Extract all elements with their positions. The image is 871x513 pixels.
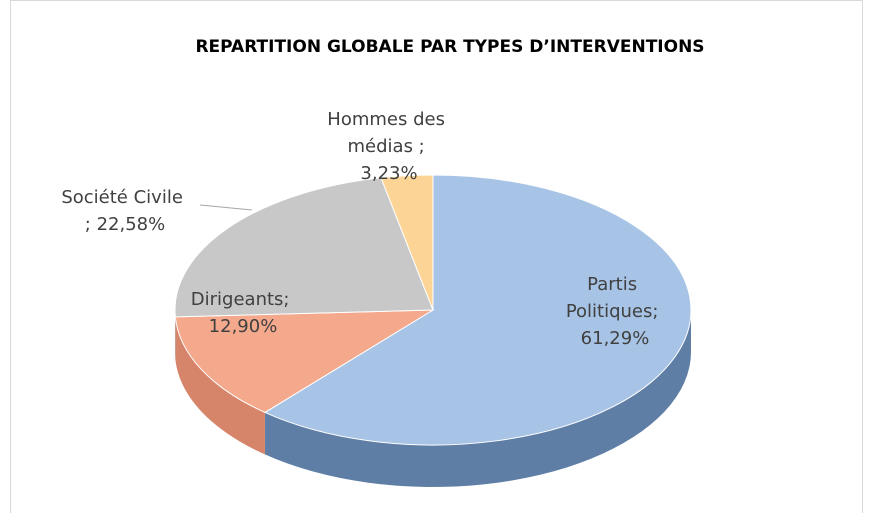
data-label-line: Dirigeants; xyxy=(191,289,295,310)
data-label-line: Société Civile xyxy=(61,187,188,208)
pie-slice xyxy=(263,174,692,446)
chart-title: REPARTITION GLOBALE PAR TYPES D’INTERVEN… xyxy=(195,37,704,57)
data-label-line: 61,29% xyxy=(581,328,650,349)
pie-slice xyxy=(174,177,434,318)
pie-slice-side xyxy=(175,316,265,455)
data-label: Hommes des médias ; 3,23% xyxy=(327,109,450,184)
data-label-line: Hommes des xyxy=(327,109,450,130)
data-label: Dirigeants; 12,90% xyxy=(191,289,295,337)
data-label-line: 3,23% xyxy=(360,163,417,184)
data-label: Partis Politiques; 61,29% xyxy=(566,274,664,349)
leader-line xyxy=(199,204,253,211)
pie-slice xyxy=(380,174,434,311)
pie-slice-side xyxy=(264,310,691,487)
data-label: Société Civile ; 22,58% xyxy=(61,187,188,235)
data-label-line: ; 22,58% xyxy=(85,214,165,235)
data-label-line: 12,90% xyxy=(209,316,278,337)
data-label-line: médias ; xyxy=(348,136,431,157)
data-label-line: Politiques; xyxy=(566,301,664,322)
pie-slice xyxy=(174,309,435,413)
data-label-line: Partis xyxy=(587,274,643,295)
